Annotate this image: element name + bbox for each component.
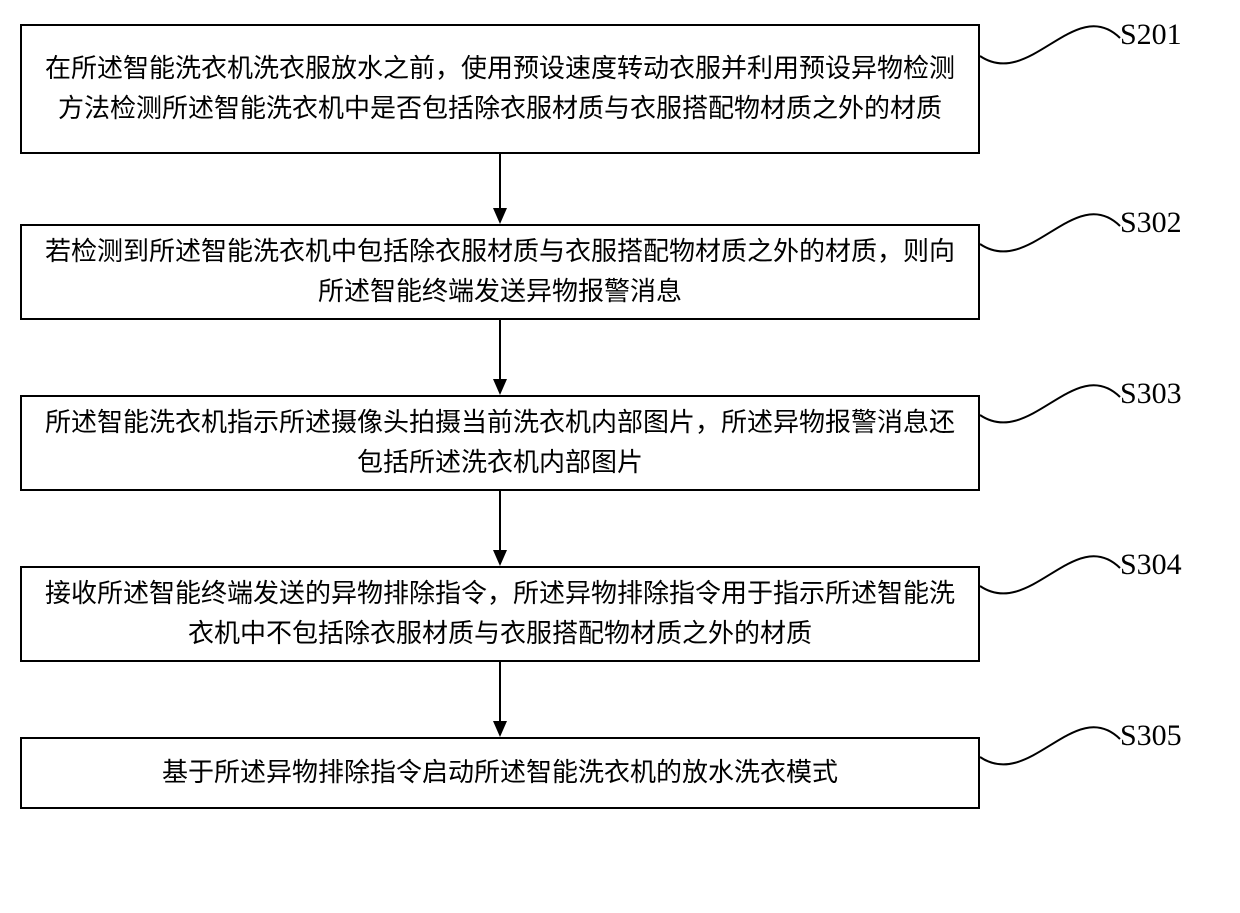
step-box-s304: 接收所述智能终端发送的异物排除指令，所述异物排除指令用于指示所述智能洗衣机中不包… bbox=[20, 566, 980, 662]
step-box-s201: 在所述智能洗衣机洗衣服放水之前，使用预设速度转动衣服并利用预设异物检测方法检测所… bbox=[20, 24, 980, 154]
step-box-s302: 若检测到所述智能洗衣机中包括除衣服材质与衣服搭配物材质之外的材质，则向所述智能终… bbox=[20, 224, 980, 320]
step-text-s305: 基于所述异物排除指令启动所述智能洗衣机的放水洗衣模式 bbox=[162, 753, 838, 793]
step-box-s303: 所述智能洗衣机指示所述摄像头拍摄当前洗衣机内部图片，所述异物报警消息还包括所述洗… bbox=[20, 395, 980, 491]
flowchart-canvas: 在所述智能洗衣机洗衣服放水之前，使用预设速度转动衣服并利用预设异物检测方法检测所… bbox=[0, 0, 1240, 913]
step-box-s305: 基于所述异物排除指令启动所述智能洗衣机的放水洗衣模式 bbox=[20, 737, 980, 809]
step-label-s305: S305 bbox=[1120, 719, 1182, 753]
step-label-s303: S303 bbox=[1120, 377, 1182, 411]
step-text-s302: 若检测到所述智能洗衣机中包括除衣服材质与衣服搭配物材质之外的材质，则向所述智能终… bbox=[38, 232, 962, 313]
step-text-s201: 在所述智能洗衣机洗衣服放水之前，使用预设速度转动衣服并利用预设异物检测方法检测所… bbox=[38, 49, 962, 130]
leaders-group bbox=[980, 26, 1120, 764]
step-label-s201: S201 bbox=[1120, 18, 1182, 52]
step-text-s303: 所述智能洗衣机指示所述摄像头拍摄当前洗衣机内部图片，所述异物报警消息还包括所述洗… bbox=[38, 403, 962, 484]
step-label-s302: S302 bbox=[1120, 206, 1182, 240]
step-label-s304: S304 bbox=[1120, 548, 1182, 582]
step-text-s304: 接收所述智能终端发送的异物排除指令，所述异物排除指令用于指示所述智能洗衣机中不包… bbox=[38, 574, 962, 655]
